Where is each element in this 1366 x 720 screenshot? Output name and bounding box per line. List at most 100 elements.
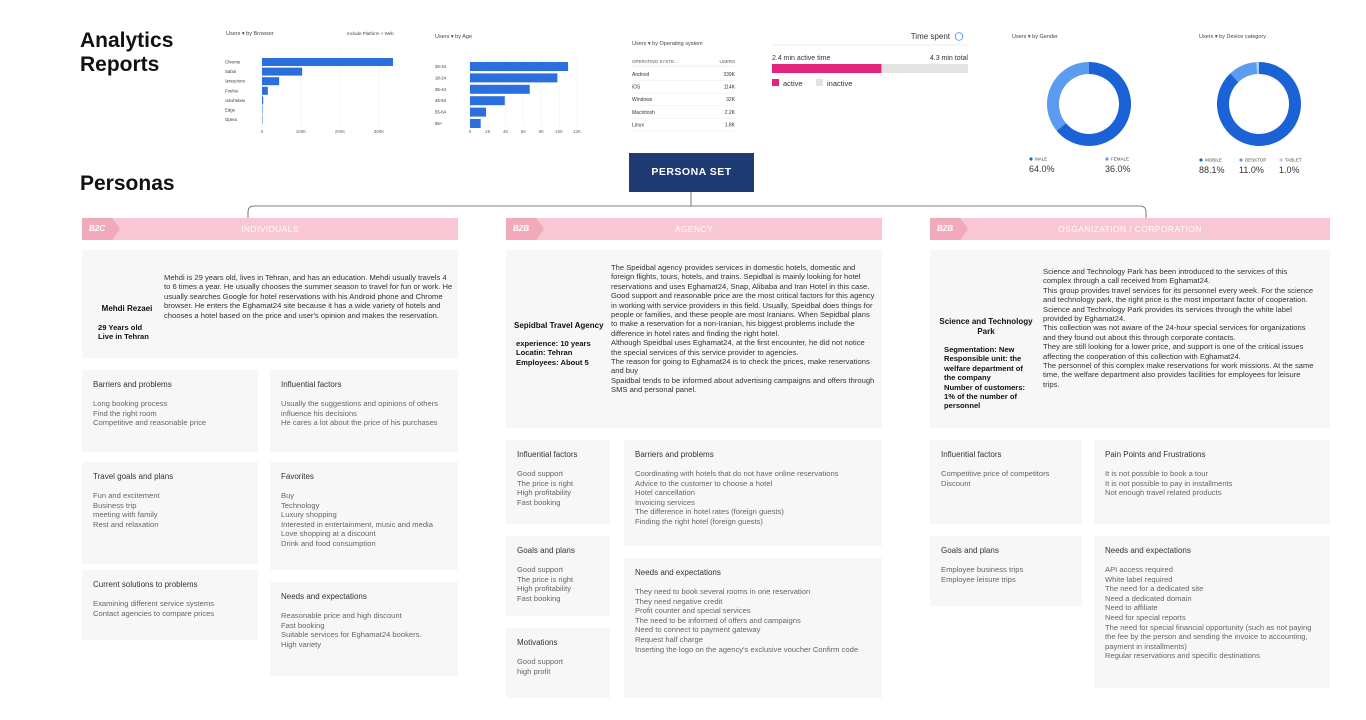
card-item: Profit counter and special services <box>635 606 751 616</box>
tree-lines <box>247 192 1147 218</box>
card-item: The difference in hotel rates (foreign g… <box>635 507 784 517</box>
persona-description: The Speidbal agency provides services in… <box>611 263 877 395</box>
card-item: High profitability <box>517 584 572 594</box>
group-tag: B2B <box>506 218 544 240</box>
info-card: Needs and expectations Reasonable price a… <box>270 582 458 676</box>
x-tick-label: 10K <box>555 129 563 134</box>
persona-detail: Number of customers: 1% of the number of… <box>944 382 1026 411</box>
value-label: 64.0% <box>1029 164 1055 174</box>
value-label: 36.0% <box>1105 164 1131 174</box>
card-title: Goals and plans <box>941 546 999 555</box>
description-paragraph: Science and Technology Park has been int… <box>1043 267 1288 286</box>
card-title: Barriers and problems <box>93 380 172 389</box>
category-label: Edge <box>225 108 236 113</box>
persona-details: 29 Years old Live in Tehran <box>98 323 168 342</box>
table-cell: 32K <box>726 97 736 103</box>
description-paragraph: Although Speidbal uses Eghamat24, at the… <box>611 338 865 357</box>
bar <box>262 67 303 76</box>
description-paragraph: The reason for going to Eghamat24 is to … <box>611 357 870 376</box>
card-item: Discount <box>941 478 971 488</box>
card-item: Invoicing services <box>635 497 695 507</box>
page-title: Analytics Reports <box>80 29 174 76</box>
category-label: 65+ <box>435 121 443 126</box>
legend-swatch <box>772 79 779 86</box>
x-tick-label: 8K <box>539 129 545 134</box>
chart-title: Users ▾ by Device category <box>1199 34 1266 40</box>
description-paragraph: This group provides travel services for … <box>1043 285 1314 305</box>
time-active-bar <box>772 64 882 73</box>
card-item: Need to connect to payment gateway <box>635 625 761 635</box>
card-item: Drink and food consumption <box>281 538 376 548</box>
legend-dot <box>1199 158 1203 162</box>
card-title: Travel goals and plans <box>93 472 174 481</box>
chart-title: Users ▾ by Browser <box>226 31 274 37</box>
info-card: Goals and plans Good support The price is … <box>506 536 610 616</box>
value-label: 1.0% <box>1279 165 1300 175</box>
description-paragraph: The Speidbal agency provides services in… <box>611 263 870 291</box>
card-item: Long booking process <box>93 399 168 408</box>
description-paragraph: Spaidbal tends to be informed about adve… <box>611 375 875 395</box>
chart-title: Users ▾ by Age <box>435 34 472 40</box>
legend-label: inactive <box>827 79 852 88</box>
card-title: Influential factors <box>281 380 342 389</box>
description-paragraph: Science and Technology Park provides its… <box>1043 304 1292 324</box>
card-item: High variety <box>281 639 322 649</box>
card-title: Favorites <box>281 472 314 481</box>
card-item: Buy <box>281 491 295 500</box>
card-item: Good support <box>517 657 564 666</box>
bar <box>262 86 268 95</box>
description-paragraph: This collection was not aware of the 24-… <box>1043 323 1306 342</box>
bar <box>262 58 394 66</box>
bar <box>470 84 530 94</box>
card-item: Find the right room <box>93 408 157 418</box>
info-card: Needs and expectations They need to book … <box>624 558 882 698</box>
card-item: Hotel cancellation <box>635 488 695 498</box>
card-item: Employee leisure trips <box>941 574 1016 584</box>
card-item: Rest and relaxation <box>93 519 159 529</box>
persona-set: PERSONA SET <box>629 153 754 192</box>
description-paragraph: Mehdi is 29 years old, lives in Tehran, … <box>164 273 453 320</box>
persona-detail: Employees: About 5 <box>516 357 589 367</box>
category-label: 25-34 <box>435 64 447 69</box>
info-card: Pain Points and Frustrations It is not po… <box>1094 440 1330 524</box>
card-item: The need for a dedicated site <box>1105 584 1204 594</box>
card-item: Competitive and reasonable price <box>93 418 207 428</box>
card-item: Employee business trips <box>941 565 1024 574</box>
profile-card <box>930 250 1330 428</box>
category-label: Safari <box>225 69 236 74</box>
card-item: Not enough travel related products <box>1105 488 1222 498</box>
card-item: Coordinating with hotels that do not hav… <box>635 469 839 478</box>
card-item: Need to affiliate <box>1105 603 1158 613</box>
table-cell: 114K <box>724 85 736 91</box>
table-cell: Windows <box>632 97 653 103</box>
bar <box>470 119 481 128</box>
x-tick-label: 200K <box>335 129 346 134</box>
x-tick-label: 0 <box>261 129 264 134</box>
time-total-label: 4.3 min total <box>930 55 969 62</box>
persona-detail: Responsible unit: the welfare department… <box>944 354 1023 383</box>
chart-title: Users ▾ by Gender <box>1012 34 1058 40</box>
category-label: Chrome <box>225 60 241 65</box>
legend-dot <box>1029 157 1033 161</box>
category-label: 45-54 <box>435 98 447 103</box>
x-tick-label: 4K <box>503 129 509 134</box>
category-label: Samsung Internet <box>225 79 245 84</box>
card-item: Need for special reports <box>1105 612 1186 622</box>
card-item: The need for special financial opportuni… <box>1105 622 1312 651</box>
legend-dot <box>1279 158 1283 162</box>
legend-dot <box>1239 158 1243 162</box>
card-item: It is not possible to pay in installment… <box>1105 478 1233 488</box>
time-active-label: 2.4 min active time <box>772 55 830 62</box>
bar <box>262 106 263 114</box>
legend-dot <box>1105 157 1109 161</box>
card-item: Finding the right hotel (foreign guests) <box>635 516 763 526</box>
value-label: 11.0% <box>1239 165 1264 175</box>
card-item: Business trip <box>93 500 137 510</box>
persona-detail: Live in Tehran <box>98 332 149 342</box>
legend-label: FEMALE <box>1111 157 1129 162</box>
personas-title: Personas <box>80 172 175 195</box>
bar <box>470 62 569 71</box>
donut-segment <box>1047 62 1089 131</box>
card-item: It is not possible to book a tour <box>1105 469 1208 478</box>
group-header: INDIVIDUALS <box>82 218 458 240</box>
